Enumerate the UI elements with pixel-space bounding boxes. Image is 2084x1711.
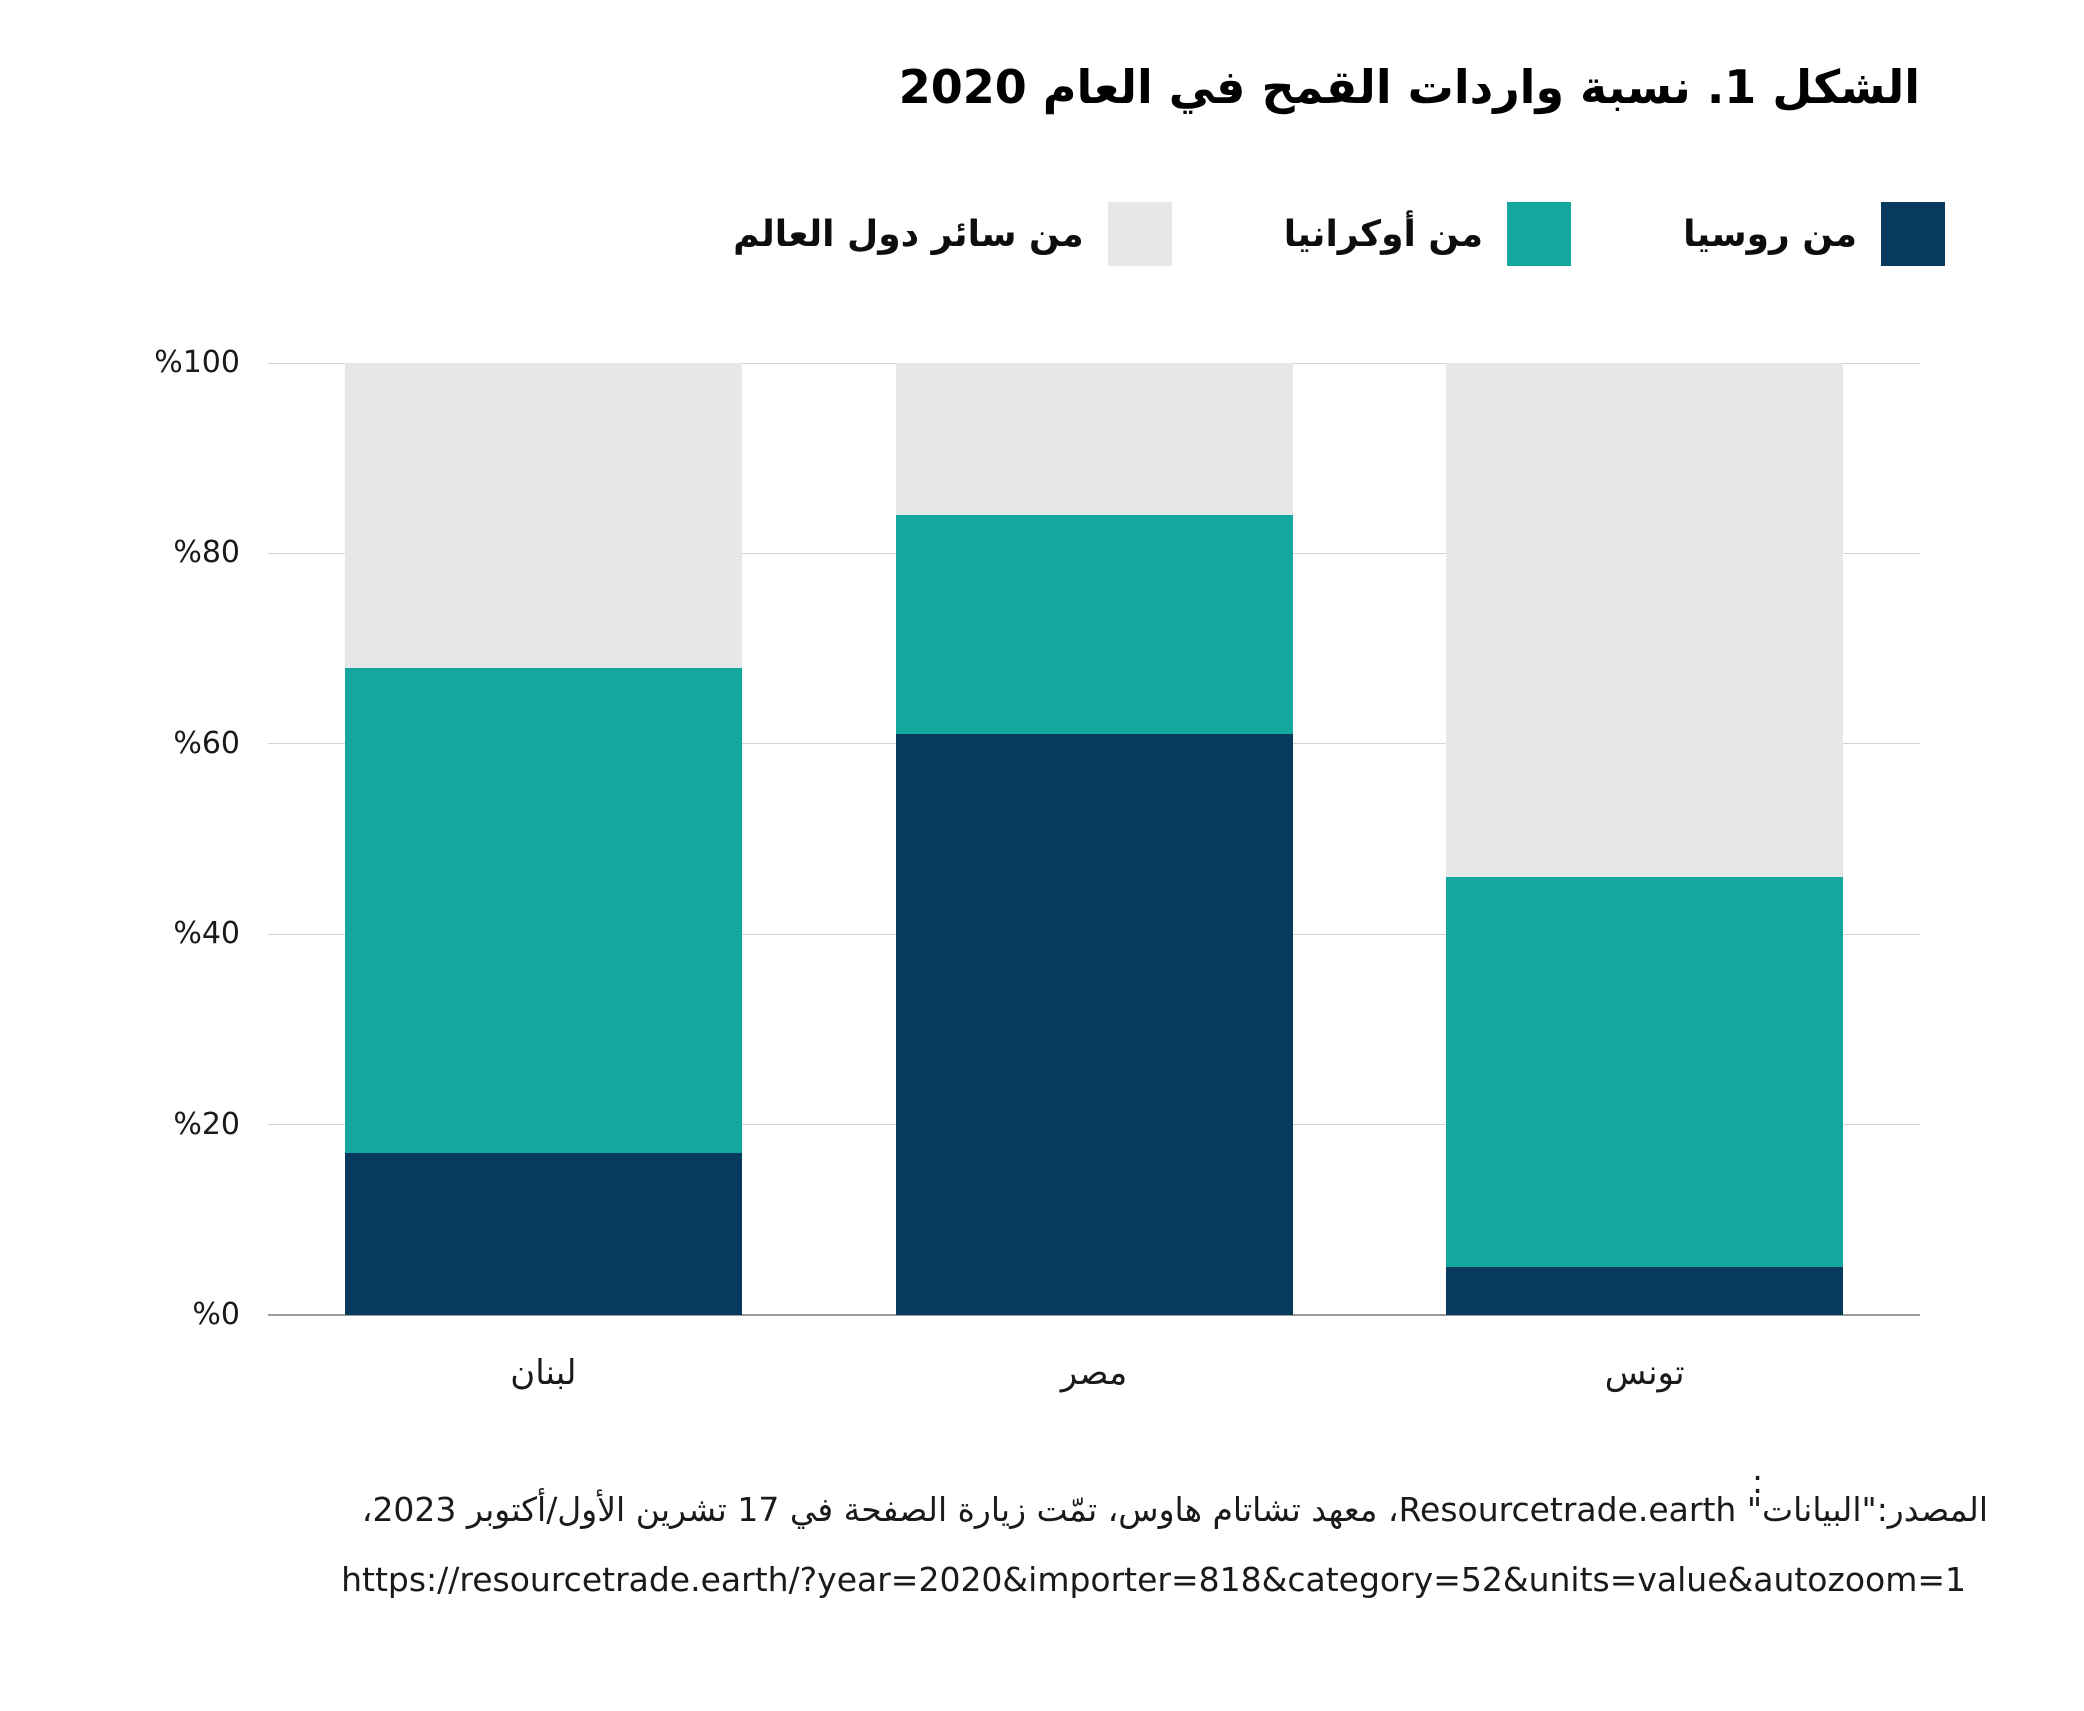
bar-segment-ukraine: [895, 515, 1293, 735]
source-line: المصدر:"البيانات" Resourcetrade.earth، م…: [361, 1490, 1988, 1529]
legend-item-rest-of-world: من سائر دول العالم: [733, 202, 1172, 266]
y-tick-label: %80: [173, 535, 240, 571]
y-tick-label: %60: [173, 725, 240, 761]
x-axis-line: [268, 1314, 1920, 1316]
bar-segment-rest-of-world: [1446, 363, 1844, 878]
category-label: لبنان: [510, 1353, 577, 1393]
legend-label-rest-of-world: من سائر دول العالم: [733, 213, 1084, 255]
y-tick-label: %100: [154, 345, 240, 380]
category-label: مصر: [1060, 1353, 1128, 1393]
chart-title: الشكل 1. نسبة واردات القمح في العام 2020: [898, 60, 1920, 114]
legend-label-russia: من روسيا: [1683, 213, 1857, 255]
y-tick-label: %20: [173, 1106, 240, 1142]
legend-item-ukraine: من أوكرانيا: [1283, 202, 1572, 266]
category-label: تونس: [1604, 1353, 1685, 1393]
bar-segment-rest-of-world: [344, 363, 742, 668]
bar-segment-rest-of-world: [895, 363, 1293, 516]
y-tick-label: %0: [192, 1297, 240, 1332]
bar-2: [1446, 363, 1844, 1315]
y-tick-label: %40: [173, 916, 240, 952]
legend-label-ukraine: من أوكرانيا: [1283, 213, 1484, 255]
bar-0: [344, 363, 742, 1315]
legend-swatch-ukraine: [1507, 202, 1572, 266]
bar-segment-russia: [1446, 1267, 1844, 1315]
legend: من روسيا من أوكرانيا من سائر دول العالم: [733, 202, 1945, 266]
bar-segment-russia: [895, 734, 1293, 1315]
bar-segment-russia: [344, 1153, 742, 1315]
source-colon: :: [1752, 1462, 1764, 1501]
bar-segment-ukraine: [1446, 877, 1844, 1268]
legend-swatch-russia: [1881, 202, 1945, 266]
legend-item-russia: من روسيا: [1683, 202, 1945, 266]
bar-1: [895, 363, 1293, 1315]
bar-segment-ukraine: [344, 667, 742, 1154]
source-url: https://resourcetrade.earth/?year=2020&i…: [341, 1560, 1966, 1599]
legend-swatch-rest-of-world: [1107, 202, 1172, 266]
plot-area: [268, 362, 1920, 1316]
